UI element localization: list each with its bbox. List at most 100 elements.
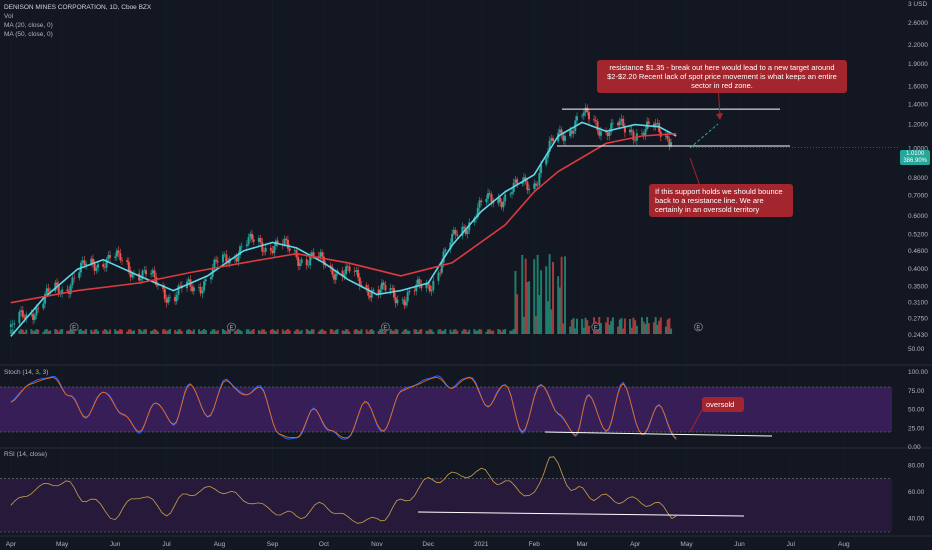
last-change-value: 386.90% — [903, 157, 927, 164]
volume-bar — [632, 317, 635, 334]
candle-body — [239, 246, 242, 256]
volume-bar — [175, 331, 178, 334]
candle-body — [360, 285, 363, 286]
volume-bar — [107, 331, 110, 334]
volume-bar — [189, 330, 192, 334]
candle-body — [389, 287, 392, 291]
candle-body — [437, 272, 440, 281]
volume-bar — [317, 331, 320, 334]
volume-bar — [44, 329, 47, 334]
candle-body — [321, 252, 324, 257]
candle-body — [305, 259, 308, 266]
volume-bar — [127, 329, 130, 334]
stoch-band — [0, 387, 892, 432]
volume-bar — [61, 329, 64, 334]
candle-body — [372, 289, 375, 291]
volume-bar — [155, 329, 158, 334]
volume-bar — [156, 331, 159, 334]
candle-body — [44, 293, 47, 304]
candle-body — [629, 129, 632, 133]
volume-bar — [524, 258, 527, 334]
volume-bar — [382, 331, 385, 334]
volume-bar — [109, 329, 112, 334]
stoch-tick-label: 50.00 — [908, 407, 925, 414]
x-tick-label: Jul — [162, 541, 171, 548]
candle-body — [564, 136, 567, 141]
volume-bar — [11, 329, 14, 334]
x-tick-label: Jun — [734, 541, 745, 548]
volume-bar — [540, 270, 543, 334]
volume-bar — [475, 330, 478, 334]
candle-body — [418, 279, 421, 284]
volume-bar — [345, 329, 348, 334]
candle-body — [466, 230, 469, 235]
price-tick-label: 1.9000 — [908, 61, 928, 68]
volume-bar — [95, 329, 98, 334]
candle-body — [227, 261, 230, 264]
price-tick-label: 0.4000 — [908, 266, 928, 273]
candle-body — [163, 288, 166, 299]
candle-body — [456, 234, 459, 236]
candle-body — [102, 264, 105, 267]
volume-bar — [560, 256, 563, 334]
volume-bar — [93, 329, 96, 334]
volume-bar — [274, 331, 277, 334]
volume-bar — [45, 329, 48, 334]
volume-bar — [141, 331, 144, 334]
candle-body — [647, 121, 650, 124]
price-tick-label: 0.7000 — [908, 193, 928, 200]
volume-bar — [634, 320, 637, 334]
volume-bar — [488, 329, 491, 334]
volume-bar — [620, 318, 623, 334]
volume-tick-label: 50.00 — [908, 346, 925, 353]
candle-body — [452, 229, 455, 234]
volume-bar — [466, 331, 469, 334]
candle-body — [439, 272, 442, 274]
volume-bar — [79, 329, 82, 334]
candle-body — [93, 263, 96, 271]
volume-bar — [509, 330, 512, 334]
volume-bar — [215, 331, 218, 334]
volume-bar — [262, 329, 265, 334]
candle-body — [18, 311, 21, 324]
candle-body — [273, 246, 276, 254]
candle-body — [177, 285, 180, 295]
candle-body — [175, 294, 178, 302]
volume-bar — [131, 331, 134, 334]
volume-bar — [536, 254, 539, 334]
candle-body — [150, 273, 153, 275]
candle-body — [499, 197, 502, 202]
candle-body — [23, 316, 26, 319]
candle-body — [379, 289, 382, 295]
candle-body — [413, 290, 416, 292]
volume-bar — [570, 319, 573, 334]
candle-body — [451, 233, 454, 243]
candle-body — [634, 140, 637, 141]
volume-bar — [546, 301, 549, 334]
volume-bar — [187, 329, 190, 334]
volume-bar — [233, 331, 236, 334]
volume-bar — [129, 329, 132, 334]
volume-bar — [360, 329, 363, 334]
volume-bar — [83, 330, 86, 334]
volume-bar — [271, 329, 274, 334]
volume-bar — [97, 330, 100, 334]
volume-bar — [575, 318, 578, 334]
volume-bar — [587, 325, 590, 334]
candle-body — [276, 240, 279, 244]
candle-body — [47, 288, 50, 292]
candle-body — [382, 282, 385, 286]
candle-body — [582, 112, 585, 116]
x-tick-label: Nov — [371, 541, 383, 548]
volume-bar — [432, 331, 435, 334]
candle-body — [333, 274, 336, 280]
candle-body — [341, 270, 344, 277]
candle-body — [168, 297, 171, 298]
volume-bar — [534, 315, 537, 334]
volume-bar — [228, 329, 231, 334]
candle-body — [240, 246, 243, 247]
volume-bar — [485, 331, 488, 334]
candle-body — [504, 194, 507, 202]
volume-bar — [358, 330, 361, 334]
